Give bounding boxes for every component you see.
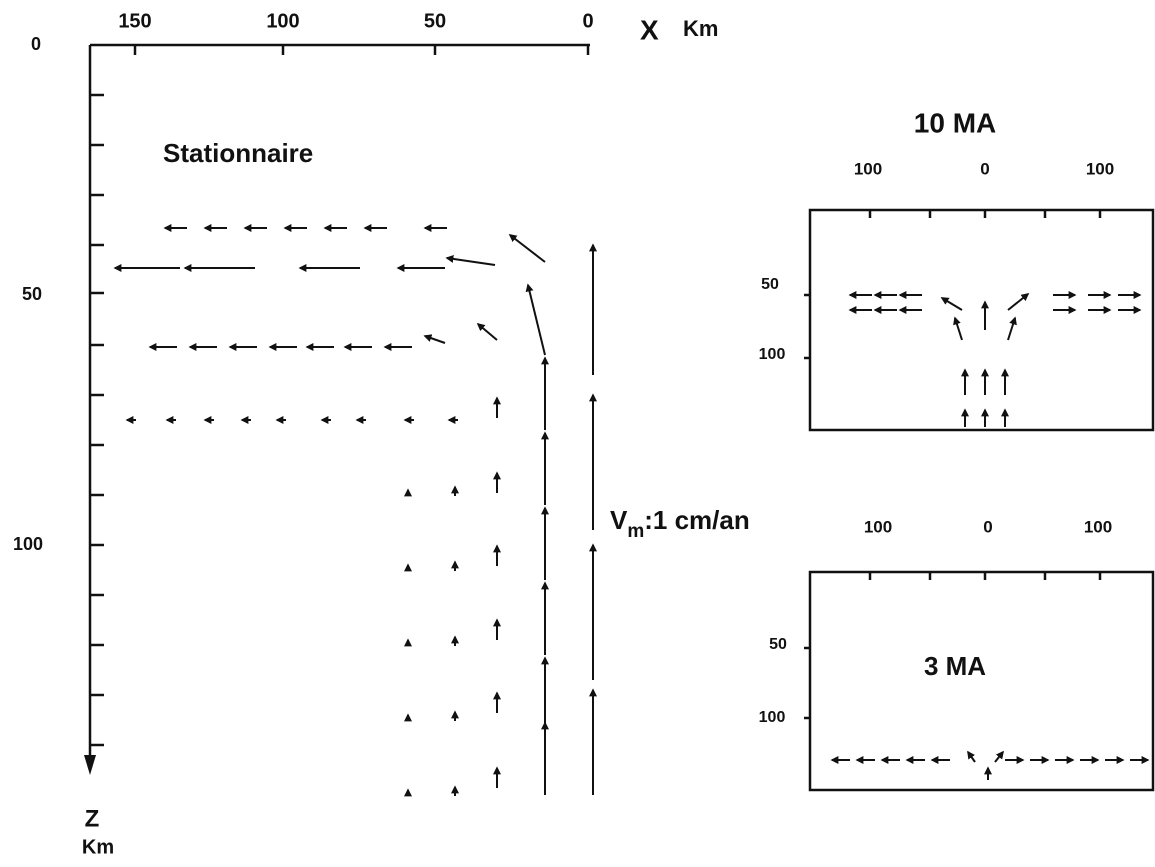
velocity-scale: Vm:1 cm/an [610, 505, 750, 542]
x-tick-label: 50 [424, 10, 446, 32]
z-tick-label: 100 [759, 709, 786, 726]
z-tick-label: 50 [22, 284, 42, 304]
arrow [445, 254, 496, 266]
axis-ticks [90, 45, 1102, 747]
arrow [967, 750, 976, 763]
x-tick-label: 100 [1086, 159, 1114, 178]
z-tick-label: 100 [13, 534, 43, 554]
x-tick-label: 100 [266, 10, 299, 32]
panel-frame [808, 208, 1155, 432]
velocity-subscript: m [627, 521, 644, 542]
z-arrowhead [84, 755, 96, 775]
x-tick-label: 100 [864, 517, 892, 536]
z-label: Z [85, 805, 100, 832]
x-tick-label: 0 [582, 10, 593, 32]
velocity-text: :1 cm/an [644, 505, 750, 535]
panel-title: 3 MA [924, 651, 986, 681]
x-unit: Km [683, 16, 718, 41]
arrow [994, 750, 1004, 763]
z-tick-label: 100 [759, 346, 786, 363]
arrow [953, 316, 963, 341]
arrow [423, 334, 446, 344]
x-tick-label: 0 [983, 517, 992, 536]
z-tick-label: 0 [31, 34, 41, 54]
x-tick-label: 100 [854, 159, 882, 178]
x-tick-label: 150 [118, 10, 151, 32]
x-tick-label: 0 [980, 159, 989, 178]
arrow [508, 234, 546, 263]
z-tick-label: 50 [769, 636, 787, 653]
arrow [1007, 293, 1030, 311]
panel-frame [808, 570, 1155, 792]
z-tick-label: 50 [761, 276, 779, 293]
main-title: Stationnaire [163, 138, 313, 168]
velocity-symbol: V [610, 505, 628, 535]
z-unit: Km [82, 836, 114, 858]
x-label: X [640, 14, 659, 45]
arrow [940, 297, 963, 311]
panel-title: 10 MA [914, 107, 996, 138]
arrow [525, 283, 546, 356]
vector-field [113, 224, 1150, 797]
x-tick-label: 100 [1084, 517, 1112, 536]
arrow [476, 322, 498, 341]
arrow [1007, 316, 1017, 341]
